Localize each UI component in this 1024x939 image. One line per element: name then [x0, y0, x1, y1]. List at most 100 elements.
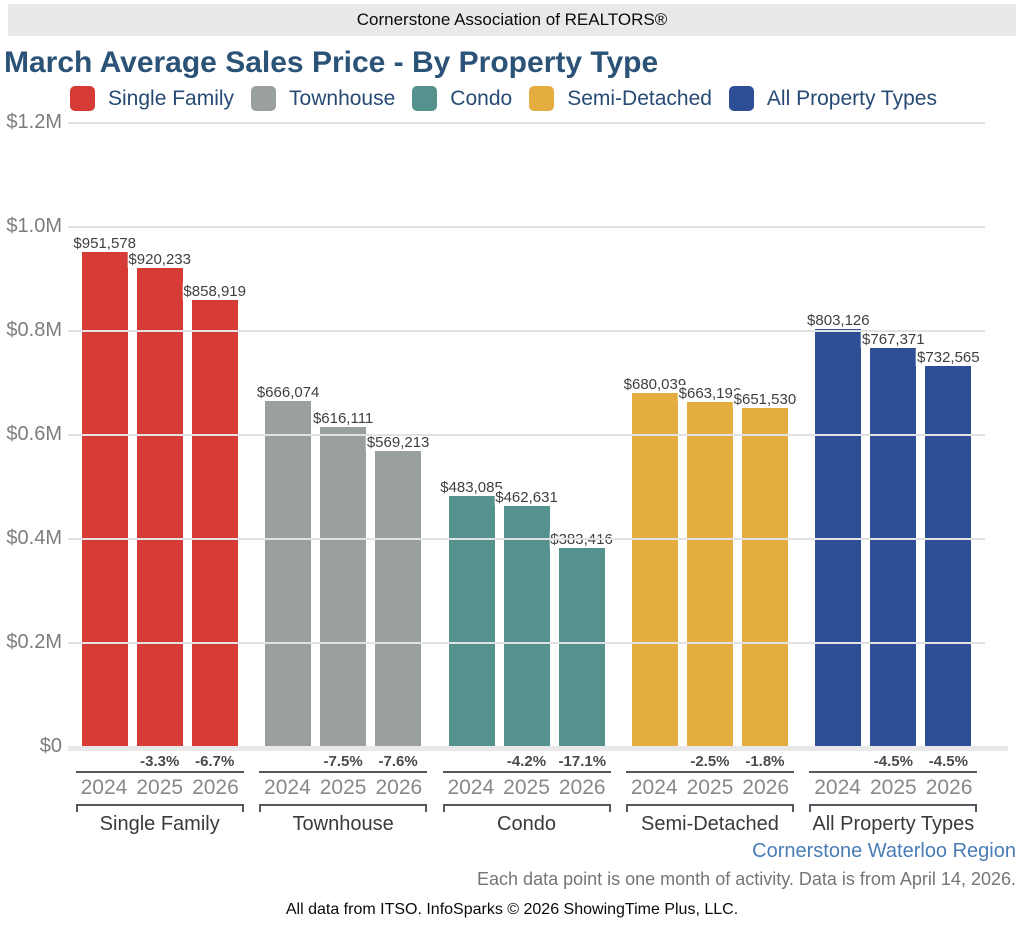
- bars-townhouse: $666,074 $616,111 $569,213: [255, 384, 431, 747]
- legend-item-label: Semi-Detached: [567, 86, 712, 110]
- group-label-semi-detached: Semi-Detached: [641, 813, 779, 835]
- bars-single-family: $951,578 $920,233 $858,919: [72, 235, 247, 747]
- x-axis-year-label[interactable]: 2024: [630, 776, 678, 799]
- legend-item-label: All Property Types: [766, 86, 937, 110]
- bar-single-family-2026[interactable]: [191, 300, 238, 747]
- x-axis-year-label[interactable]: 2024: [264, 776, 311, 799]
- bar-group-condo: $483,085$462,631 $383,416: [435, 123, 618, 747]
- x-axis: -3.3% -6.7% 2024 2025 2026 Single Family -7.5%…: [68, 751, 985, 836]
- group-bracket: [809, 804, 978, 812]
- percent-change-label: -1.8%: [745, 753, 785, 770]
- x-axis-year-label[interactable]: 2025: [869, 776, 917, 799]
- bars-semi-detached: $680,039 $663,196 $651,530: [622, 376, 798, 747]
- x-axis-year-label[interactable]: 2025: [319, 776, 367, 799]
- group-label-single-family: Single Family: [99, 813, 220, 835]
- legend-item-condo[interactable]: Condo: [412, 86, 512, 111]
- percent-change-label: -7.6%: [378, 753, 418, 770]
- bar-single-family-2024[interactable]: [81, 252, 128, 747]
- bar-all-property-types-2025[interactable]: [870, 348, 917, 747]
- percent-change-label: -3.3%: [140, 753, 180, 770]
- percent-change-label: -4.2%: [506, 753, 547, 770]
- bar-value-label: $803,126: [806, 312, 871, 329]
- x-axis-year-label[interactable]: 2026: [558, 776, 606, 799]
- x-axis-year-label[interactable]: 2024: [814, 776, 861, 799]
- percent-change-row: -2.5% -1.8%: [632, 752, 788, 771]
- x-axis-year-label[interactable]: 2024: [80, 776, 128, 799]
- legend-item-townhouse[interactable]: Townhouse: [251, 86, 395, 111]
- x-axis-year-label[interactable]: 2026: [925, 776, 973, 799]
- group-bracket: [259, 804, 428, 812]
- group-label-townhouse: Townhouse: [292, 813, 394, 835]
- footer-attribution: All data from ITSO. InfoSparks © 2026 Sh…: [285, 901, 739, 918]
- bar-value-label: $663,196: [677, 385, 743, 402]
- bar-value-label: $680,039: [622, 376, 688, 393]
- chart-plot-area: $951,578 $920,233 $858,919 $666,074 $616,111…: [68, 122, 985, 747]
- footer-data-note: Each data point is one month of activity…: [477, 869, 1016, 889]
- x-axis-year-label[interactable]: 2025: [503, 776, 550, 799]
- group-label-condo: Condo: [497, 813, 556, 835]
- bar-semi-detached-2024[interactable]: [631, 393, 678, 747]
- legend-item-all-property-types[interactable]: All Property Types: [728, 86, 937, 111]
- percent-change-row: -4.2% -17.1%: [449, 752, 606, 771]
- percent-change-row: -4.5% -4.5%: [815, 752, 971, 771]
- bar-semi-detached-2026[interactable]: [741, 408, 788, 747]
- bar-semi-detached-2025[interactable]: [686, 402, 733, 747]
- barwrap: $651,530: [732, 391, 798, 747]
- group-footer-semi-detached: -2.5% -1.8% 2024 2025 2026 Semi-Detached: [618, 751, 801, 836]
- x-axis-year-label[interactable]: 2025: [136, 776, 184, 799]
- bar-townhouse-2026[interactable]: [375, 451, 422, 747]
- gridline: [68, 642, 985, 644]
- legend-swatch-icon: [529, 86, 555, 111]
- x-axis-year-label[interactable]: 2026: [192, 776, 239, 799]
- group-underline: [809, 771, 978, 773]
- legend-item-single-family[interactable]: Single Family: [70, 86, 234, 111]
- percent-change-label: -7.5%: [323, 753, 363, 770]
- group-label-all-property-types: All Property Types: [812, 813, 975, 835]
- y-axis-tick-label: $0.4M: [6, 527, 62, 549]
- gridline: [68, 434, 985, 436]
- year-row: 2024 2025 2026: [626, 776, 794, 800]
- group-bracket: [625, 804, 794, 812]
- x-axis-year-label[interactable]: 2026: [742, 776, 789, 799]
- bar-single-family-2025[interactable]: [136, 268, 183, 747]
- x-axis-year-label[interactable]: 2024: [447, 776, 495, 799]
- barwrap: $569,213: [365, 434, 431, 747]
- percent-change-label: -4.5%: [873, 753, 913, 770]
- barwrap: $483,085: [439, 479, 504, 747]
- y-axis-tick-label: $1.2M: [6, 111, 62, 133]
- percent-change-label: -6.7%: [195, 753, 235, 770]
- barwrap: $680,039: [622, 376, 688, 747]
- barwrap: $383,416: [549, 531, 614, 747]
- legend-item-label: Single Family: [108, 86, 235, 110]
- x-axis-year-label[interactable]: 2026: [375, 776, 423, 799]
- bar-value-label: $767,371: [861, 331, 926, 348]
- bar-townhouse-2025[interactable]: [320, 427, 367, 747]
- bar-group-townhouse: $666,074 $616,111 $569,213: [251, 123, 434, 747]
- group-footer-single-family: -3.3% -6.7% 2024 2025 2026 Single Family: [68, 751, 251, 836]
- barwrap: $858,919: [182, 283, 247, 747]
- group-bracket: [442, 804, 611, 812]
- year-row: 2024 2025 2026: [443, 776, 611, 800]
- bar-townhouse-2024[interactable]: [265, 401, 312, 747]
- percent-change-label: -4.5%: [928, 753, 968, 770]
- y-axis-tick-label: $0: [39, 735, 62, 757]
- group-underline: [75, 771, 244, 773]
- legend: Single Family Townhouse Condo Semi-Detached…: [70, 86, 937, 111]
- x-axis-baseline: [68, 746, 1008, 751]
- group-underline: [259, 771, 428, 773]
- bar-group-semi-detached: $680,039 $663,196 $651,530: [618, 123, 801, 747]
- bar-condo-2024[interactable]: [448, 496, 495, 747]
- barwrap: $462,631: [494, 489, 559, 747]
- barwrap: $663,196: [677, 385, 743, 747]
- y-axis-tick-label: $0.8M: [6, 319, 62, 341]
- bar-condo-2026[interactable]: [558, 548, 605, 747]
- bar-value-label: $616,111: [311, 410, 375, 427]
- legend-item-semi-detached[interactable]: Semi-Detached: [529, 86, 712, 111]
- bar-condo-2025[interactable]: [503, 506, 550, 747]
- x-axis-year-label[interactable]: 2025: [686, 776, 734, 799]
- bar-all-property-types-2026[interactable]: [925, 366, 972, 747]
- bar-group-single-family: $951,578 $920,233 $858,919: [68, 123, 251, 747]
- bar-value-label: $462,631: [494, 489, 559, 506]
- legend-swatch-icon: [251, 86, 277, 111]
- bar-value-label: $858,919: [182, 283, 247, 300]
